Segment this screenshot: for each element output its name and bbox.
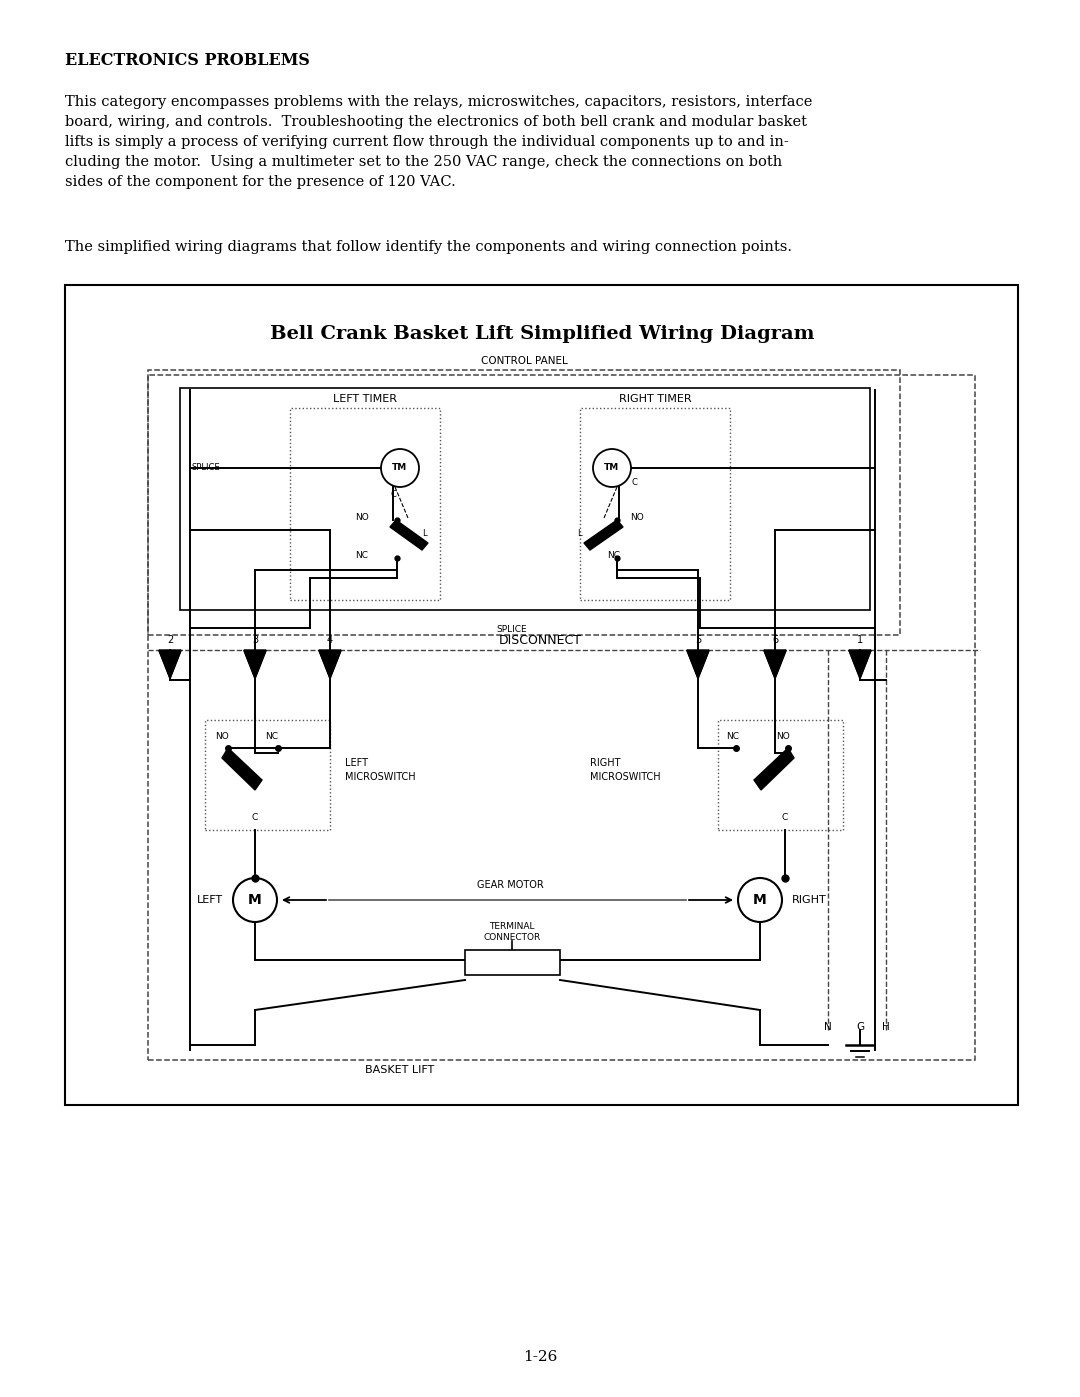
Polygon shape (159, 650, 181, 678)
Text: GEAR MOTOR: GEAR MOTOR (476, 880, 543, 890)
Text: ELECTRONICS PROBLEMS: ELECTRONICS PROBLEMS (65, 52, 310, 68)
Bar (291, 408, 440, 599)
Text: M: M (753, 893, 767, 907)
Text: C: C (631, 478, 637, 488)
Text: SPLICE: SPLICE (192, 464, 220, 472)
Text: RIGHT TIMER: RIGHT TIMER (619, 394, 691, 404)
Text: SPLICE: SPLICE (497, 624, 527, 634)
Text: 1-26: 1-26 (523, 1350, 557, 1363)
Bar (205, 719, 330, 830)
Bar (465, 950, 561, 975)
Text: NO: NO (215, 732, 229, 740)
Polygon shape (754, 747, 794, 789)
Text: 2: 2 (167, 636, 173, 645)
Text: 4: 4 (327, 636, 333, 645)
Text: C: C (252, 813, 258, 821)
Text: The simplified wiring diagrams that follow identify the components and wiring co: The simplified wiring diagrams that foll… (65, 240, 792, 254)
Text: NC: NC (265, 732, 278, 740)
Text: TM: TM (392, 464, 407, 472)
Text: RIGHT: RIGHT (792, 895, 827, 905)
Polygon shape (222, 747, 262, 789)
Text: 3: 3 (252, 636, 258, 645)
Bar (148, 374, 975, 1060)
Bar (580, 408, 730, 599)
Text: LEFT TIMER: LEFT TIMER (333, 394, 397, 404)
Polygon shape (764, 650, 786, 678)
Text: LEFT
MICROSWITCH: LEFT MICROSWITCH (345, 759, 416, 781)
Polygon shape (849, 650, 870, 678)
Text: C: C (782, 813, 788, 821)
Text: NC: NC (726, 732, 739, 740)
Text: DISCONNECT: DISCONNECT (499, 634, 581, 647)
Text: L: L (422, 528, 427, 538)
Circle shape (233, 877, 276, 922)
Text: N: N (824, 1023, 832, 1032)
Polygon shape (319, 650, 341, 678)
Text: CONTROL PANEL: CONTROL PANEL (481, 356, 567, 366)
Circle shape (593, 448, 631, 488)
Text: H: H (882, 1023, 890, 1032)
Polygon shape (584, 520, 623, 550)
Text: BASKET LIFT: BASKET LIFT (365, 1065, 434, 1076)
Text: 1: 1 (856, 636, 863, 645)
Polygon shape (687, 650, 708, 678)
Polygon shape (244, 650, 266, 678)
Circle shape (381, 448, 419, 488)
Polygon shape (390, 520, 428, 550)
Circle shape (738, 877, 782, 922)
Text: This category encompasses problems with the relays, microswitches, capacitors, r: This category encompasses problems with … (65, 95, 812, 189)
Text: NC: NC (607, 552, 620, 560)
Bar (148, 370, 900, 636)
Bar (65, 285, 1018, 1105)
Text: RIGHT
MICROSWITCH: RIGHT MICROSWITCH (590, 759, 661, 781)
Text: NO: NO (630, 514, 644, 522)
Text: NO: NO (355, 514, 368, 522)
Text: Bell Crank Basket Lift Simplified Wiring Diagram: Bell Crank Basket Lift Simplified Wiring… (270, 326, 814, 344)
Text: 5: 5 (694, 636, 701, 645)
Text: G: G (856, 1023, 864, 1032)
Text: M: M (248, 893, 261, 907)
Text: 6: 6 (772, 636, 778, 645)
Bar (718, 719, 843, 830)
Text: TM: TM (605, 464, 620, 472)
Text: TERMINAL
CONNECTOR: TERMINAL CONNECTOR (484, 922, 541, 942)
Text: NO: NO (777, 732, 789, 740)
Text: L: L (578, 528, 582, 538)
Text: NC: NC (355, 552, 368, 560)
Bar (180, 388, 870, 610)
Text: LEFT: LEFT (197, 895, 222, 905)
Text: C: C (390, 490, 396, 499)
